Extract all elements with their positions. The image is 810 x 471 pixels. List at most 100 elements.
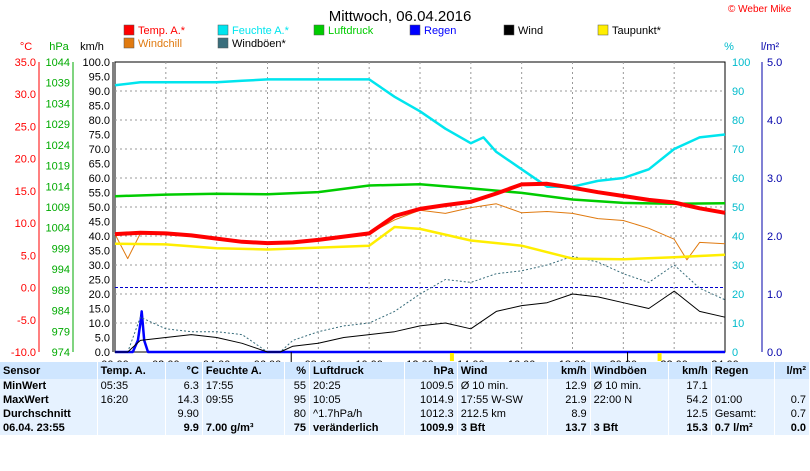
chart-title: Mittwoch, 06.04.2016 [329, 8, 472, 25]
humidity-tick-label: 20 [732, 289, 744, 301]
x-tick-label: 10:00 [355, 359, 383, 362]
stats-cell [97, 407, 166, 421]
x-tick-label: 16:00 [508, 359, 536, 362]
legend-swatch [123, 24, 135, 36]
legend-swatch [503, 24, 515, 36]
stats-cell: 55 [284, 379, 311, 393]
stats-header-cell: Regen [711, 362, 776, 379]
temp-tick-label: 10.0 [15, 218, 36, 230]
legend: Temp. A.* Feuchte A.* Luftdruck Regen Wind Ta… [123, 24, 662, 50]
legend-swatch [313, 24, 325, 36]
x-tick-label: 00:00 [101, 359, 129, 362]
stats-cell: 17:55 [202, 379, 285, 393]
wind-tick-label: 65.0 [89, 159, 110, 171]
stats-cell: 0.7 l/m² [711, 421, 776, 435]
stats-cell: 54.2 [668, 393, 712, 407]
stats-cell: 10:05 [309, 393, 405, 407]
stats-cell: 14.3 [165, 393, 203, 407]
series-temp-a [114, 181, 726, 246]
pressure-tick-label: 979 [52, 326, 70, 338]
rain-tick-label: 3.0 [767, 173, 782, 185]
stats-cell: 1009.5 [404, 379, 458, 393]
humidity-tick-label: 0 [732, 347, 738, 359]
wind-tick-label: 35.0 [89, 246, 110, 258]
stats-cell: 13.7 [547, 421, 591, 435]
stats-cell: 22:00 N [590, 393, 670, 407]
pressure-tick-label: 984 [52, 306, 70, 318]
temp-tick-label: 5.0 [21, 250, 36, 262]
stats-cell: 7.00 g/m³ [202, 421, 285, 435]
legend-swatch [123, 37, 135, 49]
stats-row: MinWert 05:35 6.3 17:55 55 20:25 1009.5 Ø 10 mi… [0, 379, 810, 393]
stats-cell: 12.9 [547, 379, 591, 393]
stats-cell: veränderlich [309, 421, 405, 435]
stats-cell: 75 [284, 421, 311, 435]
wind-tick-label: 80.0 [89, 115, 110, 127]
rain-tick-label: 0.0 [767, 347, 782, 359]
pressure-tick-label: 994 [52, 264, 70, 276]
rain-tick-label: 5.0 [767, 57, 782, 69]
pressure-tick-label: 974 [52, 347, 70, 359]
stats-header-cell: Sensor [0, 362, 98, 379]
stats-cell: 3 Bft [590, 421, 670, 435]
pressure-tick-label: 1024 [46, 140, 70, 152]
x-tick-label: 20:00 [610, 359, 638, 362]
series-wind [115, 290, 726, 353]
wind-tick-label: 55.0 [89, 188, 110, 200]
stats-cell: 15.3 [668, 421, 712, 435]
x-tick-label: 22:00 [660, 359, 688, 362]
pressure-tick-label: 1044 [46, 57, 70, 69]
humidity-tick-label: 40 [732, 231, 744, 243]
x-tick-label: 08:00 [305, 359, 333, 362]
humidity-tick-label: 70 [732, 144, 744, 156]
series-luftdruck [114, 182, 726, 205]
stats-cell [774, 379, 810, 393]
legend-swatch [217, 24, 229, 36]
stats-header-cell: Temp. A. [97, 362, 166, 379]
temp-tick-label: 0.0 [21, 283, 36, 295]
stats-table: Sensor Temp. A. °C Feuchte A.% Luftdruck hPa W… [0, 362, 810, 435]
stats-cell: 3 Bft [457, 421, 548, 435]
stats-cell [711, 379, 776, 393]
stats-header-cell: % [284, 362, 311, 379]
humidity-tick-label: 80 [732, 115, 744, 127]
wind-tick-label: 85.0 [89, 101, 110, 113]
legend-label: Windböen* [232, 38, 287, 50]
stats-cell: 9.90 [165, 407, 203, 421]
wind-unit: km/h [80, 41, 104, 53]
stats-cell [590, 407, 670, 421]
stats-cell: 20:25 [309, 379, 405, 393]
temp-tick-label: 30.0 [15, 89, 36, 101]
legend-swatch [217, 37, 229, 49]
markers: 13:1306:565:3820:10 [290, 352, 662, 362]
stats-row: 06.04. 23:55 9.9 7.00 g/m³ 75 veränderlich 10… [0, 421, 810, 435]
stats-header-cell: Windböen [590, 362, 670, 379]
stats-header-cell: Wind [457, 362, 548, 379]
wind-tick-label: 60.0 [89, 173, 110, 185]
stats-cell: 1014.9 [404, 393, 458, 407]
humidity-tick-label: 90 [732, 86, 744, 98]
stats-cell: 1009.9 [404, 421, 458, 435]
stats-cell: Ø 10 min. [590, 379, 670, 393]
temp-tick-label: 20.0 [15, 154, 36, 166]
rain-tick-label: 4.0 [767, 115, 782, 127]
axis-units: °C hPa km/h% l/m² [20, 41, 780, 53]
legend-label: Temp. A.* [138, 25, 186, 37]
temp-unit: °C [20, 41, 32, 53]
wind-tick-label: 45.0 [89, 217, 110, 229]
series-taupunkt [114, 225, 726, 261]
temp-tick-label: 25.0 [15, 121, 36, 133]
wind-tick-label: 30.0 [89, 260, 110, 272]
wind-tick-label: 20.0 [89, 289, 110, 301]
stats-cell: 212.5 km [457, 407, 548, 421]
series-layer [114, 78, 726, 354]
sunset-marker [657, 353, 662, 361]
stats-cell: 09:55 [202, 393, 285, 407]
wind-tick-label: 75.0 [89, 130, 110, 142]
wind-tick-label: 15.0 [89, 304, 110, 316]
wind-tick-label: 100.0 [82, 57, 110, 69]
stats-cell: 17:55 W-SW [457, 393, 548, 407]
humidity-tick-label: 10 [732, 318, 744, 330]
stats-cell: 80 [284, 407, 311, 421]
legend-label: Taupunkt* [612, 25, 662, 37]
